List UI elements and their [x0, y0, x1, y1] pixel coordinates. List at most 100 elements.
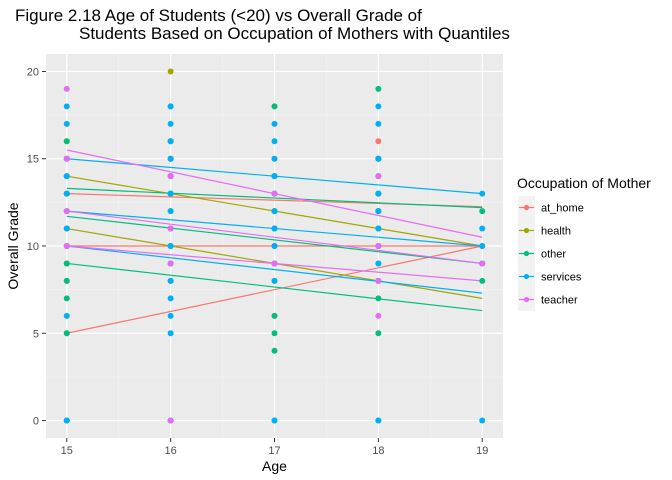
point-services	[167, 155, 174, 162]
point-services	[375, 260, 382, 267]
legend-label-health: health	[541, 226, 571, 238]
legend-label-other: other	[541, 249, 566, 261]
legend-key-point-health	[523, 227, 530, 234]
point-teacher	[375, 277, 382, 284]
point-other	[479, 277, 486, 284]
point-teacher	[167, 260, 174, 267]
point-services	[271, 417, 278, 424]
x-axis-label: Age	[262, 458, 287, 474]
x-tick-label: 17	[268, 445, 280, 457]
point-services	[63, 173, 70, 180]
point-services	[63, 312, 70, 319]
point-teacher	[63, 85, 70, 92]
point-teacher	[479, 260, 486, 267]
point-services	[167, 330, 174, 337]
point-services	[63, 120, 70, 127]
point-other	[479, 208, 486, 215]
point-services	[375, 190, 382, 197]
point-services	[479, 190, 486, 197]
point-services	[167, 190, 174, 197]
point-services	[375, 103, 382, 110]
point-teacher	[375, 243, 382, 249]
legend-key-point-services	[523, 273, 530, 280]
point-teacher	[271, 190, 278, 197]
point-teacher	[167, 173, 174, 180]
point-health	[167, 68, 174, 75]
x-tick-label: 15	[61, 445, 73, 457]
point-services	[375, 417, 382, 424]
point-other	[63, 295, 70, 302]
point-services	[271, 243, 278, 249]
point-services	[375, 208, 382, 215]
x-tick-label: 16	[165, 445, 177, 457]
point-teacher	[271, 260, 278, 267]
point-at_home	[375, 138, 382, 145]
point-services	[167, 312, 174, 319]
legend-key-point-other	[523, 250, 530, 257]
point-services	[63, 103, 70, 110]
point-services	[271, 208, 278, 215]
quantile-line-at_home	[66, 245, 483, 334]
point-other	[271, 312, 278, 319]
point-services	[271, 155, 278, 162]
point-services	[167, 243, 174, 249]
point-teacher	[375, 173, 382, 180]
point-other	[375, 330, 382, 337]
y-tick-label: 15	[27, 154, 39, 166]
point-services	[271, 138, 278, 145]
legend-key-point-at_home	[523, 204, 530, 211]
point-services	[167, 103, 174, 110]
point-services	[375, 120, 382, 127]
point-teacher	[63, 208, 70, 215]
y-axis-label: Overall Grade	[5, 202, 21, 289]
chart-title-line-2: Students Based on Occupation of Mothers …	[79, 24, 510, 43]
y-tick-label: 20	[27, 66, 39, 78]
point-other	[375, 295, 382, 302]
point-other	[271, 330, 278, 337]
point-other	[63, 260, 70, 267]
legend-label-at_home: at_home	[541, 203, 584, 215]
point-services	[167, 295, 174, 302]
legend-title: Occupation of Mother	[517, 175, 651, 191]
point-services	[63, 190, 70, 197]
quantile-line-other	[66, 187, 483, 209]
point-other	[63, 138, 70, 145]
legend-key-point-teacher	[523, 296, 530, 303]
point-services	[167, 208, 174, 215]
point-services	[375, 155, 382, 162]
point-services	[271, 277, 278, 284]
point-services	[271, 225, 278, 232]
point-services	[167, 138, 174, 145]
point-other	[375, 85, 382, 92]
quantile-line-other	[66, 262, 483, 312]
point-services	[375, 225, 382, 232]
x-tick-label: 18	[372, 445, 384, 457]
point-teacher	[375, 312, 382, 319]
quantile-line-other	[66, 215, 483, 265]
x-tick-label: 19	[476, 445, 488, 457]
legend-label-services: services	[541, 272, 582, 284]
point-other	[63, 277, 70, 284]
chart-title-line-1: Figure 2.18 Age of Students (<20) vs Ove…	[15, 6, 422, 25]
quantile-line-teacher	[66, 210, 483, 265]
point-services	[479, 243, 486, 249]
point-services	[63, 225, 70, 232]
quantile-line-services	[66, 245, 483, 294]
y-tick-label: 5	[33, 328, 39, 340]
point-teacher	[167, 225, 174, 232]
point-services	[63, 417, 70, 424]
point-services	[167, 120, 174, 127]
point-services	[479, 225, 486, 232]
point-other	[271, 103, 278, 110]
point-other	[63, 330, 70, 337]
point-teacher	[167, 417, 174, 424]
y-tick-label: 0	[33, 416, 39, 428]
legend-label-teacher: teacher	[541, 295, 578, 307]
data-points	[63, 68, 486, 424]
point-services	[271, 120, 278, 127]
point-teacher	[63, 243, 70, 249]
axes: 15 16 17 18 19 0 5 10 15 20 Age Overall Grade	[5, 66, 488, 474]
point-other	[271, 347, 278, 354]
